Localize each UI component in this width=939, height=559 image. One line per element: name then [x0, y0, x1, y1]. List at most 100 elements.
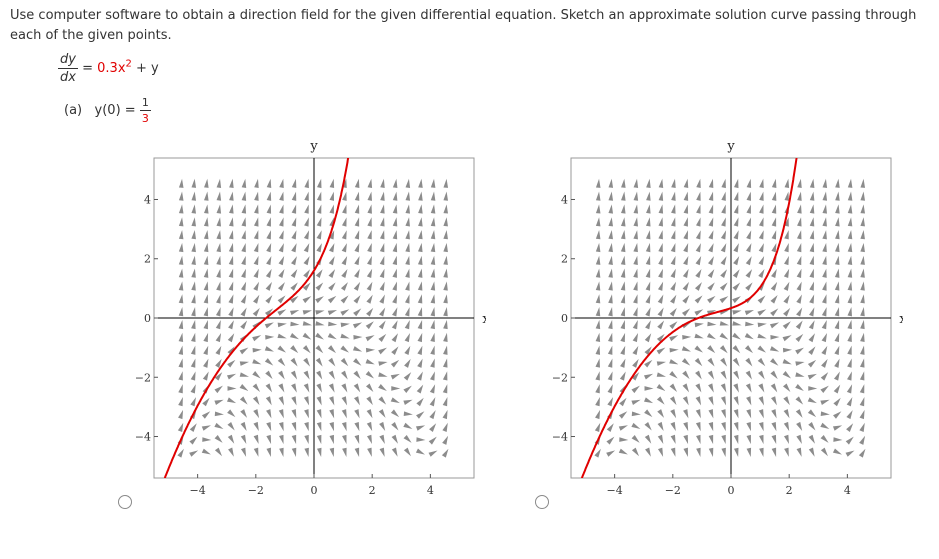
- slope-arrow: [770, 383, 778, 393]
- slope-arrow: [832, 425, 843, 431]
- slope-arrow: [694, 357, 703, 367]
- slope-arrow: [633, 268, 638, 278]
- slope-arrow: [316, 370, 323, 380]
- slope-arrow: [620, 217, 626, 227]
- slope-arrow: [771, 191, 777, 201]
- slope-arrow: [757, 345, 767, 353]
- slope-arrow: [758, 421, 764, 432]
- slope-arrow: [782, 321, 791, 330]
- slope-arrow: [809, 191, 815, 201]
- direction-field-graph-a: −4 −2 0 2 4 4 2 0 −2 −4 y x: [136, 139, 486, 497]
- slope-arrow: [708, 447, 714, 458]
- slope-arrow: [265, 370, 273, 380]
- y-axis-label: y: [309, 139, 318, 154]
- slope-arrow: [809, 242, 815, 253]
- slope-arrow: [365, 335, 375, 342]
- slope-arrow: [696, 204, 701, 214]
- slope-arrow: [277, 345, 287, 353]
- slope-arrow: [241, 204, 247, 214]
- slope-arrow: [316, 243, 322, 253]
- slope-arrow: [328, 256, 335, 266]
- slope-arrow: [241, 268, 246, 278]
- slope-arrow: [657, 409, 665, 418]
- slope-arrow: [365, 347, 376, 353]
- slope-arrow: [720, 396, 727, 406]
- slope-arrow: [695, 230, 701, 240]
- slope-arrow: [759, 178, 764, 189]
- slope-arrow: [758, 396, 765, 406]
- slope-arrow: [608, 332, 613, 343]
- slope-arrow: [291, 409, 297, 419]
- slope-arrow: [229, 204, 234, 214]
- slope-arrow: [847, 217, 853, 227]
- slope-arrow: [721, 178, 726, 189]
- slope-arrow: [682, 396, 689, 406]
- slope-arrow: [354, 217, 360, 227]
- slope-arrow: [720, 230, 727, 240]
- slope-arrow: [416, 411, 425, 419]
- slope-arrow: [354, 421, 360, 432]
- slope-arrow: [228, 447, 234, 457]
- slope-arrow: [191, 255, 196, 265]
- slope-arrow: [821, 332, 828, 343]
- slope-arrow: [191, 191, 197, 201]
- slope-arrow: [266, 255, 272, 266]
- slope-arrow: [177, 422, 184, 432]
- slope-arrow: [390, 373, 400, 380]
- slope-arrow: [178, 268, 184, 278]
- slope-arrow: [241, 178, 247, 188]
- slope-arrow: [746, 191, 752, 201]
- slope-arrow: [770, 358, 779, 366]
- slope-arrow: [834, 307, 840, 317]
- slope-arrow: [216, 191, 222, 201]
- slope-arrow: [316, 409, 322, 419]
- slope-arrow: [707, 321, 717, 327]
- x-tick-label: −4: [190, 484, 206, 497]
- slope-arrow: [721, 447, 726, 458]
- slope-arrow: [417, 332, 423, 343]
- slope-arrow: [595, 178, 601, 188]
- slope-arrow: [354, 204, 360, 214]
- slope-arrow: [354, 268, 360, 279]
- slope-arrow: [277, 357, 286, 367]
- slope-arrow: [378, 320, 386, 330]
- slope-arrow: [392, 178, 398, 188]
- slope-arrow: [177, 448, 184, 458]
- slope-arrow: [733, 447, 739, 458]
- slope-arrow: [403, 385, 412, 394]
- slope-arrow: [694, 309, 704, 316]
- x-tick-label: 0: [728, 484, 735, 497]
- slope-arrow: [341, 396, 348, 406]
- slope-arrow: [658, 204, 664, 214]
- slope-arrow: [620, 268, 626, 278]
- slope-arrow: [254, 191, 259, 201]
- option-b-radio[interactable]: [535, 495, 549, 509]
- slope-arrow: [632, 345, 639, 356]
- slope-arrow: [631, 411, 641, 417]
- slope-arrow: [291, 421, 297, 432]
- slope-arrow: [191, 319, 196, 330]
- slope-arrow: [291, 434, 297, 445]
- slope-arrow: [658, 255, 663, 266]
- slope-arrow: [430, 217, 436, 227]
- option-a-radio[interactable]: [118, 495, 132, 509]
- slope-arrow: [191, 307, 196, 317]
- slope-arrow: [847, 345, 852, 355]
- slope-arrow: [696, 434, 701, 445]
- slope-arrow: [771, 178, 777, 189]
- slope-arrow: [391, 447, 398, 457]
- slope-arrow: [240, 434, 247, 444]
- slope-arrow: [645, 320, 651, 330]
- slope-arrow: [860, 178, 866, 188]
- slope-arrow: [204, 191, 209, 201]
- slope-arrow: [620, 204, 626, 214]
- slope-arrow: [417, 345, 423, 355]
- slope-arrow: [229, 191, 234, 201]
- slope-arrow: [645, 268, 651, 278]
- slope-arrow: [721, 191, 726, 201]
- slope-arrow: [808, 447, 815, 457]
- slope-arrow: [443, 345, 448, 355]
- slope-arrow: [795, 372, 805, 377]
- slope-arrow: [430, 371, 435, 381]
- slope-arrow: [342, 434, 347, 445]
